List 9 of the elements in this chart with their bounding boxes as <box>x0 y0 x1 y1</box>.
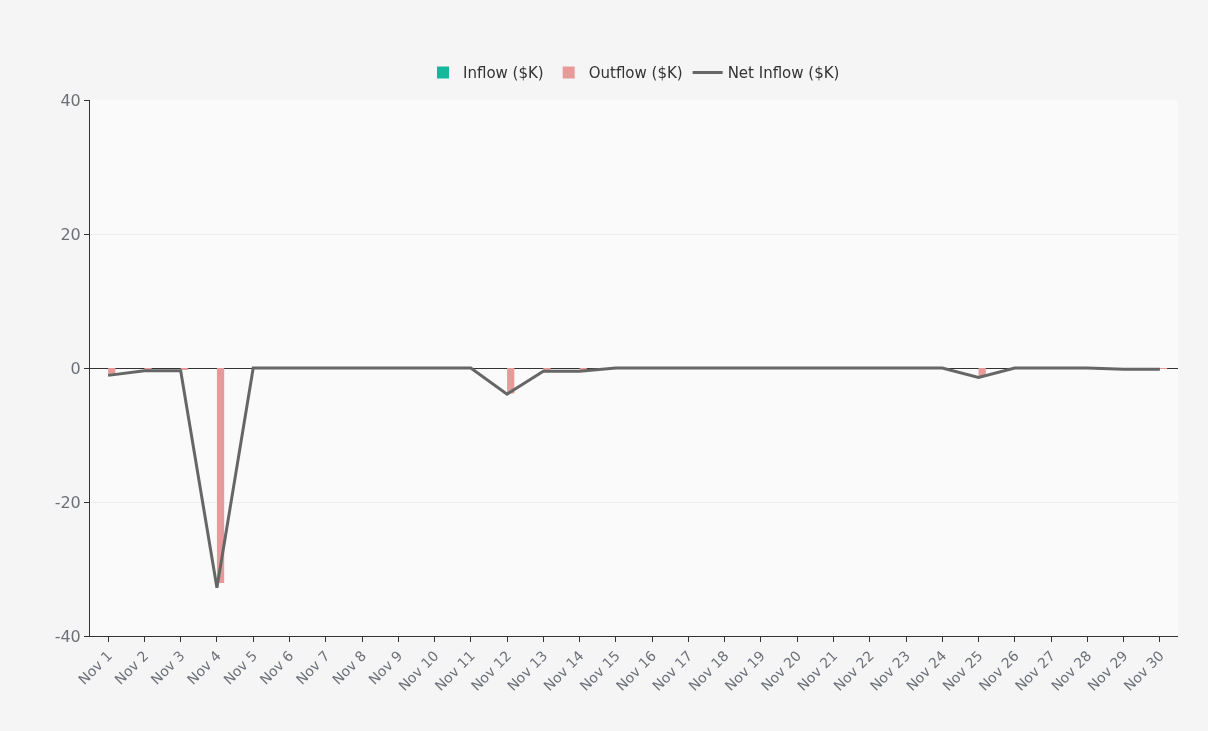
y-tick-label: -40 <box>54 626 81 646</box>
x-tick-label: Nov 7 <box>292 647 333 688</box>
y-tick-label: -20 <box>54 492 81 512</box>
legend-label: Outflow ($K) <box>588 64 683 83</box>
y-tick-label: 0 <box>70 358 81 378</box>
legend-label: Inflow ($K) <box>463 64 544 83</box>
y-tick-label: 40 <box>60 90 81 110</box>
legend-label: Net Inflow ($K) <box>727 64 840 83</box>
y-tick-label: 20 <box>60 224 81 244</box>
